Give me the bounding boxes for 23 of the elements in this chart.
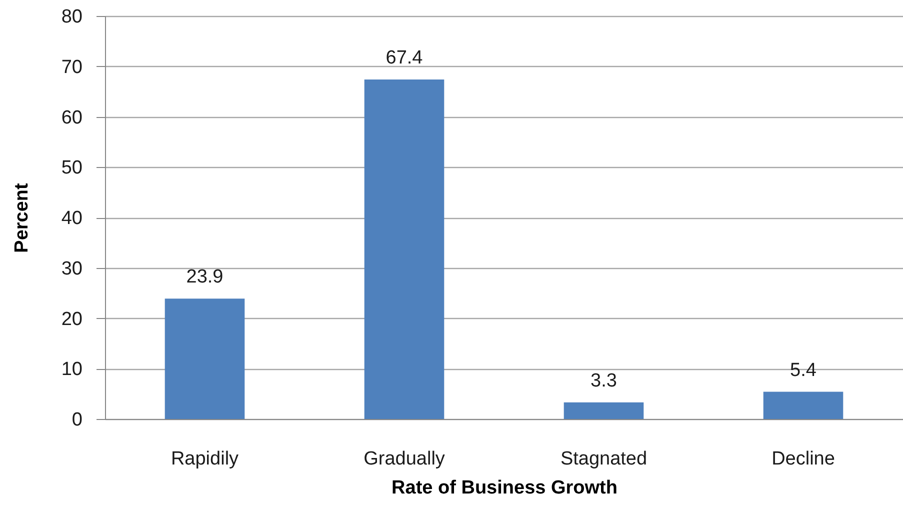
data-label: 3.3 — [590, 370, 617, 392]
x-axis-title: Rate of Business Growth — [392, 478, 618, 498]
bar — [364, 79, 444, 419]
x-tick-label: Rapidily — [170, 448, 240, 470]
x-tick-label: Stagnated — [560, 448, 648, 470]
bar — [763, 392, 844, 419]
y-tick-label: 30 — [61, 258, 82, 280]
y-axis-title: Percent — [11, 182, 32, 253]
y-tick-label: 50 — [61, 158, 82, 179]
x-tick-label: Decline — [772, 448, 835, 470]
data-label: 23.9 — [186, 266, 224, 288]
y-tick-label: 70 — [61, 56, 82, 78]
y-tick-label: 40 — [61, 208, 82, 229]
y-tick-label: 20 — [61, 308, 82, 330]
data-label: 67.4 — [386, 47, 424, 68]
y-tick-label: 60 — [61, 107, 82, 128]
bar — [164, 298, 245, 419]
x-tick-label: Gradually — [364, 448, 446, 470]
y-tick-label: 0 — [72, 410, 82, 430]
y-tick-label: 10 — [61, 359, 82, 380]
bar — [564, 402, 644, 419]
y-tick-label: 80 — [61, 6, 82, 28]
data-label: 5.4 — [790, 360, 817, 381]
